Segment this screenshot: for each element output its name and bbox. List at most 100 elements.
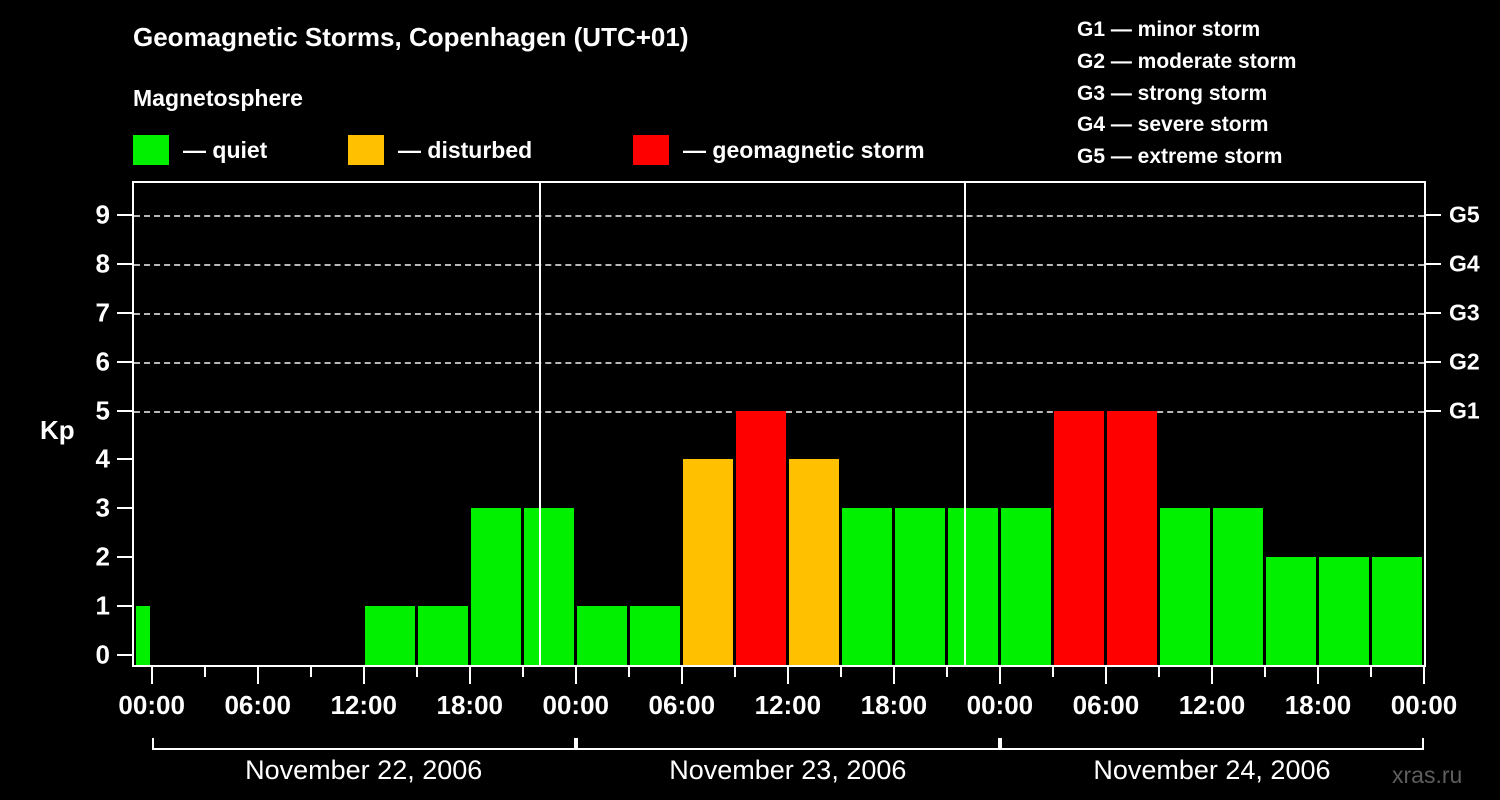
y-tick-mark-1 xyxy=(117,605,132,608)
y-tick-mark-4 xyxy=(117,458,132,461)
x-tick-label-12: 00:00 xyxy=(1390,690,1458,720)
y-tick-label-1: 1 xyxy=(95,590,110,621)
x-tick-minor xyxy=(733,667,736,677)
gridline-kp-9 xyxy=(134,214,1424,217)
legend-swatch-disturbed xyxy=(348,135,384,165)
bar xyxy=(948,508,999,665)
x-tick-mark-11 xyxy=(1316,667,1319,684)
gridline-kp-6 xyxy=(134,361,1424,364)
day-bracket-1 xyxy=(151,738,576,750)
y-tick-mark-2 xyxy=(117,556,132,559)
g-tick-mark-g3 xyxy=(1426,311,1441,314)
bar xyxy=(895,508,946,665)
y-tick-label-5: 5 xyxy=(95,395,110,425)
x-tick-mark-1 xyxy=(256,667,259,684)
legend-label-disturbed: — disturbed xyxy=(398,136,533,163)
x-tick-mark-0 xyxy=(150,667,153,684)
legend-swatch-quiet xyxy=(133,135,169,165)
x-tick-minor xyxy=(1263,667,1266,677)
legend-item-disturbed: — disturbed xyxy=(348,133,532,167)
legend-swatch-geomagnetic-storm xyxy=(633,135,669,165)
day-label-1: November 22, 2006 xyxy=(245,755,483,785)
x-tick-mark-6 xyxy=(786,667,789,684)
g-legend-row-g4: G4 — severe storm xyxy=(1077,113,1269,137)
x-tick-mark-10 xyxy=(1210,667,1213,684)
g-legend-row-g5: G5 — extreme storm xyxy=(1077,145,1283,169)
x-tick-mark-5 xyxy=(680,667,683,684)
plot-inner xyxy=(134,183,1424,665)
x-tick-mark-7 xyxy=(892,667,895,684)
gridline-kp-7 xyxy=(134,312,1424,315)
bar xyxy=(789,459,840,665)
bar xyxy=(1160,508,1211,665)
bar xyxy=(842,508,893,665)
x-tick-label-1: 06:00 xyxy=(224,690,291,720)
x-tick-label-3: 18:00 xyxy=(436,690,504,720)
y-tick-mark-8 xyxy=(117,262,132,265)
x-tick-label-0: 00:00 xyxy=(118,690,185,720)
chart-subtitle: Magnetosphere xyxy=(133,85,303,111)
x-tick-mark-2 xyxy=(362,667,365,684)
gridline-kp-8 xyxy=(134,263,1424,266)
bar xyxy=(1107,410,1158,665)
y-tick-label-7: 7 xyxy=(95,297,110,328)
bar xyxy=(577,606,628,665)
g-tick-label-g4: G4 xyxy=(1449,250,1480,277)
x-tick-label-6: 12:00 xyxy=(754,690,822,720)
chart-title: Geomagnetic Storms, Copenhagen (UTC+01) xyxy=(133,22,689,52)
legend-label-geomagnetic-storm: — geomagnetic storm xyxy=(683,136,925,163)
bar xyxy=(683,459,734,665)
y-tick-mark-7 xyxy=(117,311,132,314)
watermark: xras.ru xyxy=(1392,762,1463,788)
x-tick-minor xyxy=(1157,667,1160,677)
y-tick-mark-3 xyxy=(117,507,132,510)
g-scale-legend: G1 — minor storm G2 — moderate storm G3 — … xyxy=(1077,14,1407,173)
x-tick-label-10: 12:00 xyxy=(1178,690,1246,720)
x-tick-minor xyxy=(521,667,524,677)
x-tick-label-5: 06:00 xyxy=(648,690,716,720)
x-tick-minor xyxy=(1369,667,1372,677)
y-tick-label-8: 8 xyxy=(95,248,110,279)
g-tick-label-g1: G1 xyxy=(1449,397,1480,423)
y-tick-label-3: 3 xyxy=(95,492,110,523)
x-tick-mark-9 xyxy=(1104,667,1107,684)
x-tick-minor xyxy=(415,667,418,677)
x-tick-minor xyxy=(839,667,842,677)
x-tick-label-9: 06:00 xyxy=(1072,690,1140,720)
y-axis-title: Kp xyxy=(40,415,75,445)
y-tick-label-0: 0 xyxy=(95,639,110,670)
g-tick-mark-g5 xyxy=(1426,213,1441,216)
bar xyxy=(1213,508,1264,665)
g-legend-row-g3: G3 — strong storm xyxy=(1077,81,1268,105)
x-tick-mark-3 xyxy=(468,667,471,684)
x-tick-label-11: 18:00 xyxy=(1284,690,1352,720)
bar xyxy=(630,606,681,665)
day-divider-2 xyxy=(963,183,966,665)
x-tick-label-8: 00:00 xyxy=(966,690,1034,720)
legend-item-geomagnetic-storm: — geomagnetic storm xyxy=(633,133,925,167)
bar xyxy=(365,606,416,665)
x-tick-minor xyxy=(203,667,206,677)
x-tick-mark-8 xyxy=(998,667,1001,684)
day-label-3: November 24, 2006 xyxy=(1093,755,1331,785)
plot-area xyxy=(132,181,1426,667)
x-tick-mark-12 xyxy=(1423,667,1425,684)
bar xyxy=(471,508,522,665)
bar xyxy=(418,606,469,665)
day-divider-1 xyxy=(539,183,542,665)
y-tick-label-6: 6 xyxy=(95,346,110,377)
day-label-2: November 23, 2006 xyxy=(669,755,907,785)
g-tick-label-g5: G5 xyxy=(1449,201,1480,228)
g-legend-row-g1: G1 — minor storm xyxy=(1077,18,1261,41)
legend-label-quiet: — quiet xyxy=(183,136,268,163)
bar xyxy=(524,508,575,665)
g-tick-mark-g1 xyxy=(1426,409,1441,412)
y-tick-mark-6 xyxy=(117,360,132,363)
bar xyxy=(135,606,151,665)
g-tick-label-g2: G2 xyxy=(1449,348,1480,375)
g-legend-row-g2: G2 — moderate storm xyxy=(1077,49,1297,73)
g-tick-mark-g2 xyxy=(1426,360,1441,363)
x-tick-label-7: 18:00 xyxy=(860,690,928,720)
x-tick-minor xyxy=(945,667,948,677)
x-tick-mark-4 xyxy=(574,667,577,684)
